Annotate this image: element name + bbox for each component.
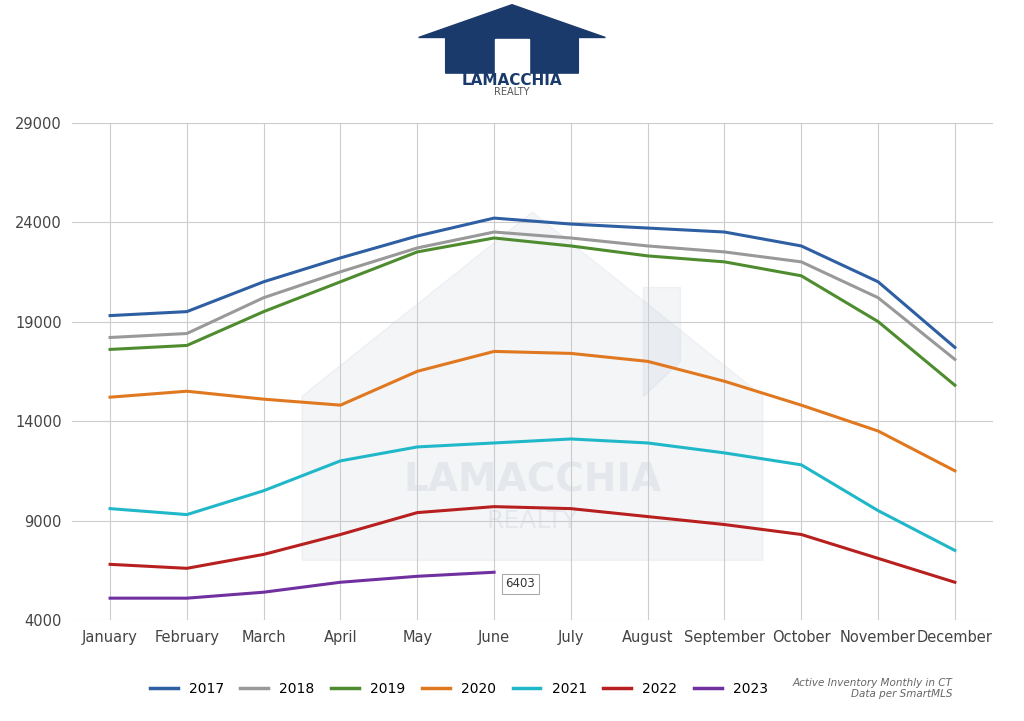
- Polygon shape: [643, 287, 680, 397]
- Legend: 2017, 2018, 2019, 2020, 2021, 2022, 2023: 2017, 2018, 2019, 2020, 2021, 2022, 2023: [144, 677, 773, 702]
- Text: REALTY: REALTY: [486, 508, 579, 533]
- Polygon shape: [495, 40, 529, 73]
- Text: Active Inventory Monthly in CT
Data per SmartMLS: Active Inventory Monthly in CT Data per …: [793, 678, 952, 699]
- Text: REALTY: REALTY: [495, 87, 529, 97]
- Text: 6403: 6403: [506, 578, 536, 590]
- Text: LAMACCHIA: LAMACCHIA: [403, 461, 662, 500]
- Polygon shape: [302, 212, 763, 560]
- Text: LAMACCHIA: LAMACCHIA: [462, 73, 562, 88]
- Polygon shape: [419, 5, 605, 73]
